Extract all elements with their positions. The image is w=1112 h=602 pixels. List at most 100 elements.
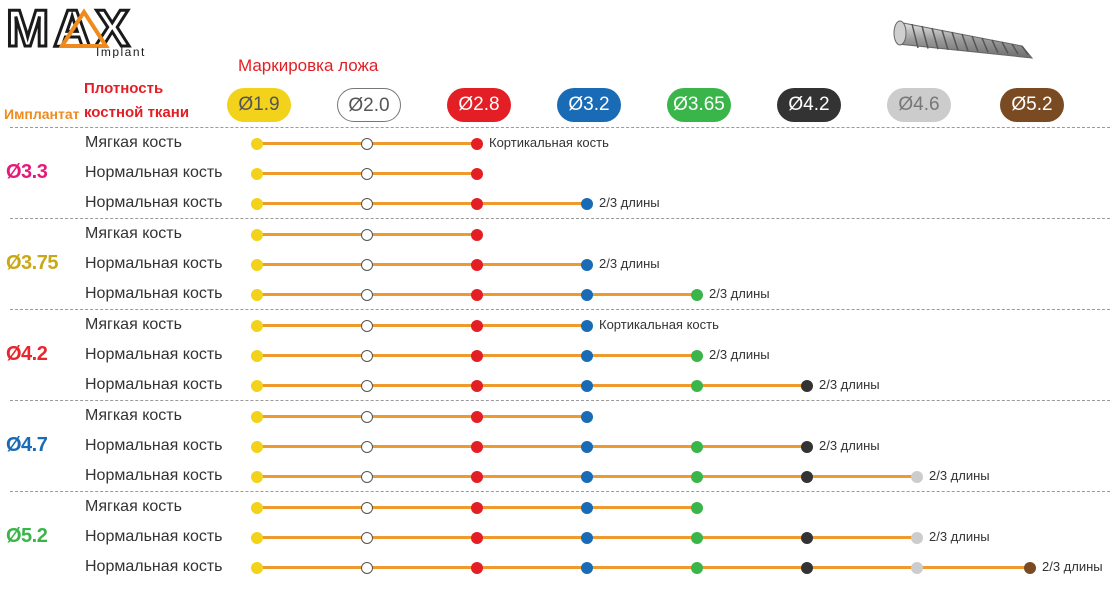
bone-density-label: Нормальная кость [85,164,223,181]
group-divider [10,400,1110,401]
bone-density-label: Нормальная кость [85,255,223,272]
drill-pill-1: Ø2.0 [337,88,401,122]
drill-dot [471,411,483,423]
drill-dot [581,562,593,574]
drill-dot [361,441,373,453]
drill-dot [911,471,923,483]
density-column-header-line2: костной ткани [84,104,190,121]
implant-diameter-label: Ø3.75 [6,252,58,274]
drill-dot [471,562,483,574]
drill-pill-7: Ø5.2 [1000,88,1064,122]
drill-dot [251,229,263,241]
group-divider [10,218,1110,219]
row-note: 2/3 длины [929,468,990,483]
implant-diameter-label: Ø4.2 [6,343,48,365]
row-note: 2/3 длины [709,347,770,362]
drill-dot [691,441,703,453]
drill-dot [251,411,263,423]
drill-pill-4: Ø3.65 [667,88,731,122]
drill-dot [251,441,263,453]
drill-dot [361,532,373,544]
row-note: 2/3 длины [819,438,880,453]
drill-dot [581,411,593,423]
bone-density-label: Мягкая кость [85,316,182,333]
row-note: 2/3 длины [599,195,660,210]
bone-density-label: Нормальная кость [85,467,223,484]
drill-pill-0: Ø1.9 [227,88,291,122]
drill-dot [581,350,593,362]
drill-dot [251,198,263,210]
drill-dot [471,289,483,301]
row-note: 2/3 длины [819,377,880,392]
implant-image [893,20,1034,59]
drill-dot [471,532,483,544]
drill-dot [361,259,373,271]
drill-dot [361,289,373,301]
bone-density-label: Нормальная кость [85,285,223,302]
drill-dot [251,380,263,392]
drill-dot [801,562,813,574]
drill-dot [801,532,813,544]
logo-subtext: Implant [96,45,146,58]
drill-dot [251,168,263,180]
drill-dot [581,471,593,483]
row-note: 2/3 длины [1042,559,1103,574]
drill-dot [361,471,373,483]
drill-dot [471,138,483,150]
drill-sequence-line [257,384,807,387]
drill-dot [251,138,263,150]
drill-dot [691,532,703,544]
logo-text: MAX [6,2,134,58]
implant-column-header: Имплантат [4,106,80,122]
density-column-header-line1: Плотность [84,80,164,97]
drill-sequence-line [257,445,807,448]
drill-dot [581,289,593,301]
drill-dot [691,471,703,483]
drill-dot [471,502,483,514]
drill-pill-5: Ø4.2 [777,88,841,122]
bone-density-label: Нормальная кость [85,376,223,393]
implant-diameter-label: Ø5.2 [6,525,48,547]
group-divider [10,309,1110,310]
drill-sequence-line [257,263,587,266]
drill-dot [361,320,373,332]
drill-dot [361,502,373,514]
drill-dot [251,289,263,301]
drill-dot [911,562,923,574]
drill-dot [801,380,813,392]
row-note: Кортикальная кость [599,317,719,332]
drill-dot [251,502,263,514]
drill-dot [361,198,373,210]
row-note: 2/3 длины [709,286,770,301]
drill-dot [581,198,593,210]
drill-dot [911,532,923,544]
drill-dot [581,532,593,544]
drill-dot [581,259,593,271]
drill-dot [691,562,703,574]
drill-dot [581,441,593,453]
drill-pill-2: Ø2.8 [447,88,511,122]
drill-dot [691,380,703,392]
bone-density-label: Нормальная кость [85,528,223,545]
group-divider [10,491,1110,492]
drill-dot [471,441,483,453]
drill-dot [361,562,373,574]
max-implant-logo: MAX Implant [5,2,146,58]
drill-dot [471,168,483,180]
drill-dot [251,562,263,574]
bone-density-label: Нормальная кость [85,194,223,211]
drill-dot [361,229,373,241]
bone-density-label: Мягкая кость [85,225,182,242]
drill-dot [251,320,263,332]
drill-dot [361,380,373,392]
drill-dot [361,350,373,362]
drill-sequence-line [257,324,587,327]
drill-sequence-line [257,566,1030,569]
bone-density-label: Мягкая кость [85,134,182,151]
drill-dot [471,350,483,362]
drill-dot [1024,562,1036,574]
bone-density-label: Нормальная кость [85,346,223,363]
implant-diameter-label: Ø3.3 [6,161,48,183]
bone-density-label: Мягкая кость [85,498,182,515]
drill-dot [471,471,483,483]
